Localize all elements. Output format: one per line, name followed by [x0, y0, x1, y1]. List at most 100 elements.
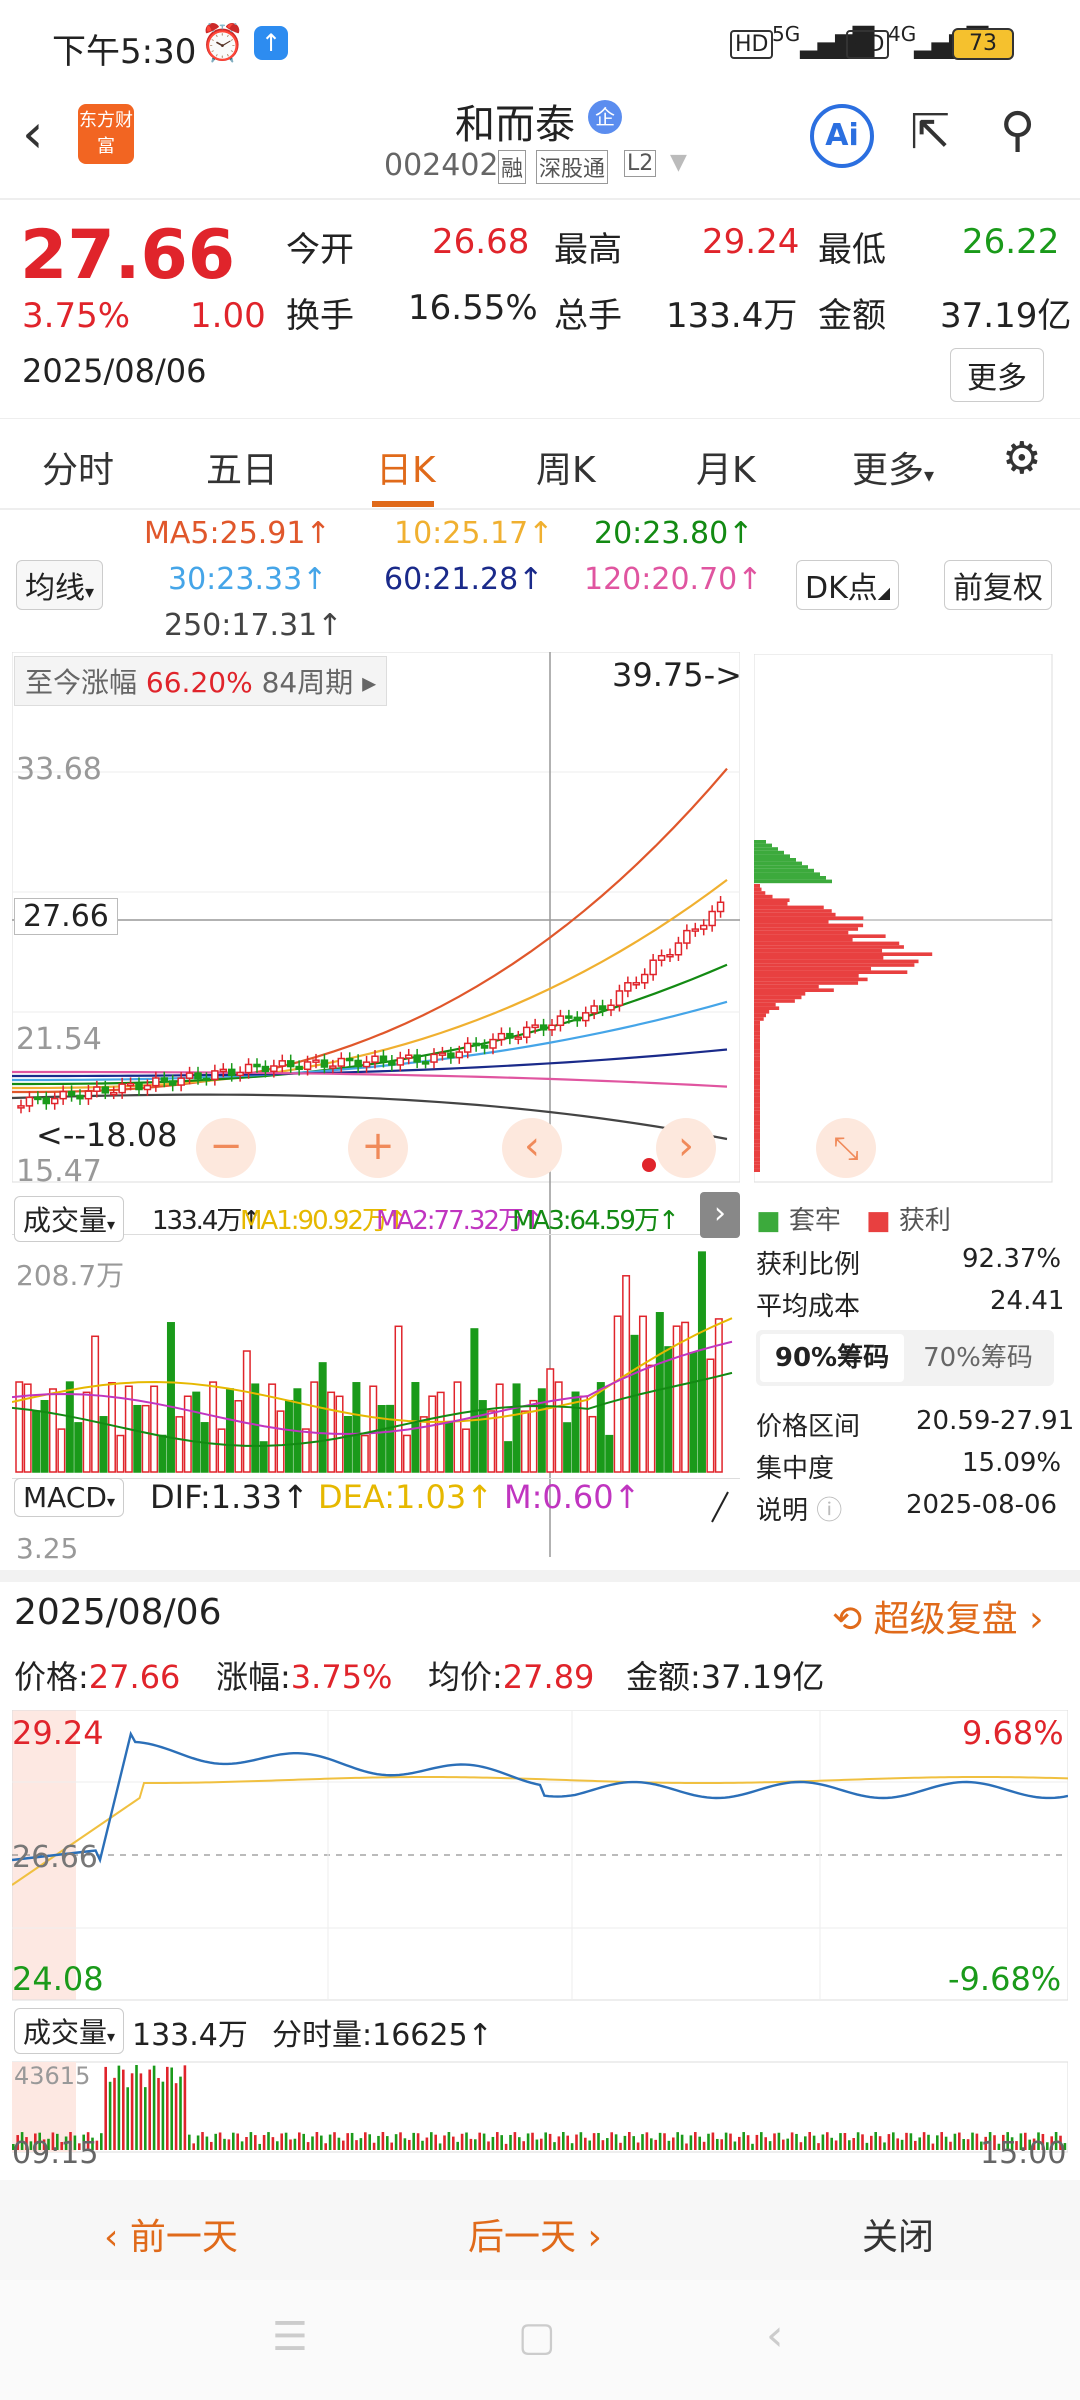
home-icon[interactable]: ▢ [518, 2314, 556, 2360]
more-button[interactable]: 更多 [950, 348, 1044, 402]
expand-chip-panel-icon[interactable]: › [700, 1192, 740, 1238]
volume-ma1: MA1:90.92万↑ [240, 1206, 408, 1236]
dk-point-button[interactable]: DK点◢ [796, 560, 900, 610]
intraday-volume-bar [592, 2133, 596, 2150]
scroll-right-icon[interactable]: › [656, 1118, 716, 1178]
search-icon[interactable]: ⚲ [1000, 102, 1036, 158]
ai-icon[interactable]: Ai [810, 104, 874, 168]
candle [674, 942, 683, 956]
macd-axis: 3.25 [16, 1532, 79, 1565]
nav-back-icon[interactable]: ‹ [766, 2310, 784, 2361]
candle [295, 1065, 303, 1071]
chip-bar-profit [754, 1042, 760, 1046]
menu-icon[interactable]: ☰ [272, 2314, 308, 2360]
intraday-volume-bar [192, 2143, 195, 2150]
tab-more[interactable]: 更多▾ [852, 450, 935, 491]
intraday-volume-bar [205, 2136, 209, 2150]
tab-intraday[interactable]: 分时 [42, 450, 115, 491]
scroll-left-icon[interactable]: ‹ [502, 1118, 562, 1178]
volume-select[interactable]: 成交量▾ [14, 1196, 125, 1242]
dropdown-icon[interactable]: ▼ [670, 150, 687, 175]
volume-bar [150, 1385, 159, 1473]
peak-label: 39.75-> [612, 656, 742, 694]
chip-bar-profit [754, 1132, 760, 1136]
gear-icon[interactable]: ⚙ [1002, 433, 1042, 484]
tab-daily-k[interactable]: 日K [376, 450, 436, 491]
intraday-high-pct: 9.68% [962, 1714, 1064, 1752]
chip-70-tab[interactable]: 70%筹码 [923, 1343, 1033, 1373]
macd-select[interactable]: MACD▾ [14, 1478, 124, 1517]
intraday-volume-bar [548, 2133, 552, 2150]
chip-bar-profit [754, 981, 859, 985]
intraday-volume-bar [333, 2132, 336, 2150]
zoom-in-icon[interactable]: + [348, 1118, 408, 1178]
range-info[interactable]: 至今涨幅 66.20% 84周期 ▸ [14, 656, 388, 706]
expand-icon[interactable]: ⤡ [816, 1118, 876, 1178]
chip-bar-profit [754, 938, 853, 942]
intraday-volume-bar [183, 2065, 187, 2150]
intraday-volume-bar [236, 2133, 239, 2150]
intraday-volume-bar [350, 2132, 354, 2150]
chip-90-tab[interactable]: 90%筹码 [760, 1334, 904, 1382]
tab-weekly-k[interactable]: 周K [536, 450, 596, 491]
intraday-volume-bar [135, 2065, 138, 2150]
intraday-volume-bar [1028, 2139, 1031, 2150]
intraday-volume-bar [526, 2133, 530, 2150]
candle [25, 1096, 34, 1107]
app-logo[interactable]: 东方财富 [78, 104, 134, 164]
y-label-current: 27.66 [14, 898, 118, 935]
zoom-out-icon[interactable]: − [196, 1118, 256, 1178]
intraday-volume-bar [940, 2132, 943, 2150]
intraday-volume-bar [513, 2132, 517, 2150]
chip-bar-profit [754, 1082, 760, 1086]
ma-line [12, 1093, 728, 1141]
intraday-volume-bar [1037, 2132, 1040, 2150]
back-icon[interactable]: ‹ [22, 102, 44, 165]
ma-select[interactable]: 均线▾ [16, 560, 104, 610]
change-pct: 3.75% [22, 296, 131, 336]
intraday-volume-bar [729, 2133, 732, 2150]
intraday-volume-bar [623, 2135, 627, 2150]
candle [497, 1032, 506, 1041]
tab-monthly-k[interactable]: 月K [696, 450, 756, 491]
intraday-volume-bar [60, 2142, 63, 2150]
tab-5day[interactable]: 五日 [206, 450, 279, 491]
share-icon[interactable]: ⇱ [910, 104, 951, 160]
chip-bar-profit [754, 1100, 760, 1104]
event-dot[interactable] [642, 1158, 656, 1172]
candle [286, 1060, 295, 1068]
candle [489, 1038, 497, 1049]
kline-chart[interactable] [12, 652, 740, 1572]
intraday-volume-bar [826, 2132, 829, 2150]
chip-bar-profit [754, 1157, 760, 1162]
super-replay-button[interactable]: ⟲ 超级复盘 › [832, 1599, 1044, 1640]
intraday-volume-bar [724, 2132, 728, 2150]
intraday-volume-bar [421, 2140, 424, 2150]
enterprise-badge: 企 [588, 100, 622, 134]
intraday-volume-bar [878, 2136, 882, 2150]
chip-bar-profit [754, 1085, 760, 1090]
intraday-volume-select[interactable]: 成交量▾ [14, 2008, 125, 2054]
prev-day-button[interactable]: ‹ 前一天 [104, 2217, 238, 2258]
candle [607, 1004, 615, 1011]
volume-bar [360, 1434, 369, 1473]
volume-bar [352, 1382, 361, 1473]
intraday-volume-bar [196, 2135, 200, 2150]
intraday-volume-bar [949, 2141, 952, 2150]
next-day-button[interactable]: 后一天 › [468, 2217, 602, 2258]
candle [244, 1063, 253, 1074]
volume-bar [487, 1410, 496, 1473]
intraday-date: 2025/08/06 [14, 1592, 222, 1633]
adjust-button[interactable]: 前复权 [944, 560, 1052, 610]
volume-bar [343, 1415, 352, 1473]
intraday-volume-bar [606, 2138, 609, 2150]
intraday-volume-bar [504, 2143, 508, 2150]
intraday-volume-bar [47, 2138, 50, 2150]
intraday-volume-bar [42, 2139, 46, 2150]
chip-bar-profit [754, 974, 859, 978]
close-button[interactable]: 关闭 [862, 2217, 935, 2258]
intraday-chart[interactable] [12, 1710, 1068, 2200]
chip-bar-trap [754, 850, 784, 855]
intraday-volume-bar [284, 2132, 288, 2150]
chip-bar-profit [754, 977, 868, 982]
